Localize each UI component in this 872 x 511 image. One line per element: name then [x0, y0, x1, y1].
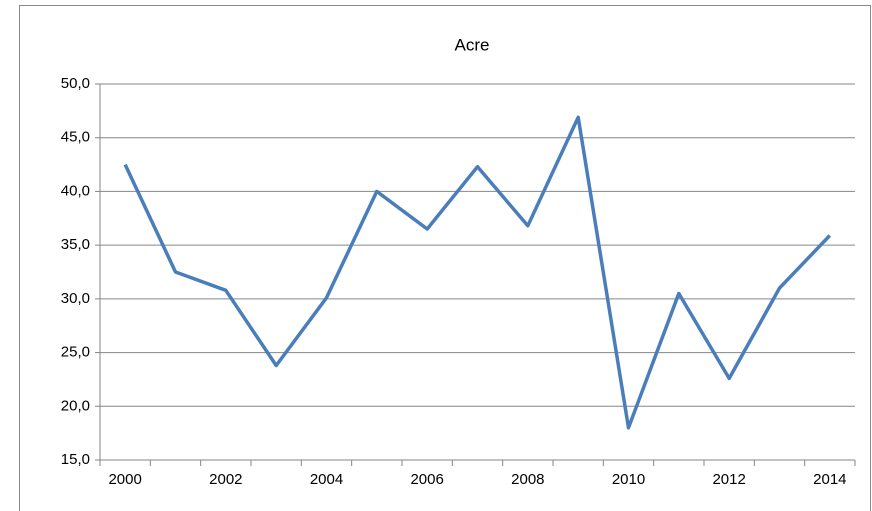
chart-frame	[19, 5, 871, 511]
y-tick-label: 50,0	[61, 75, 90, 92]
data-line	[123, 115, 832, 430]
x-tick-label: 2006	[410, 471, 443, 488]
x-tick-label: 2004	[310, 471, 343, 488]
x-tick-label: 2002	[209, 471, 242, 488]
chart-title: Acre	[455, 35, 490, 54]
x-tick-label: 2014	[813, 471, 846, 488]
x-tick-label: 2000	[108, 471, 141, 488]
y-tick-label: 30,0	[61, 290, 90, 307]
x-tick-label: 2010	[612, 471, 645, 488]
y-tick-label: 35,0	[61, 236, 90, 253]
y-tick-label: 15,0	[61, 451, 90, 468]
y-tick-label: 25,0	[61, 344, 90, 361]
x-tick-label: 2012	[712, 471, 745, 488]
y-tick-label: 40,0	[61, 182, 90, 199]
x-tick-label: 2008	[511, 471, 544, 488]
y-tick-label: 45,0	[61, 129, 90, 146]
y-tick-label: 20,0	[61, 397, 90, 414]
